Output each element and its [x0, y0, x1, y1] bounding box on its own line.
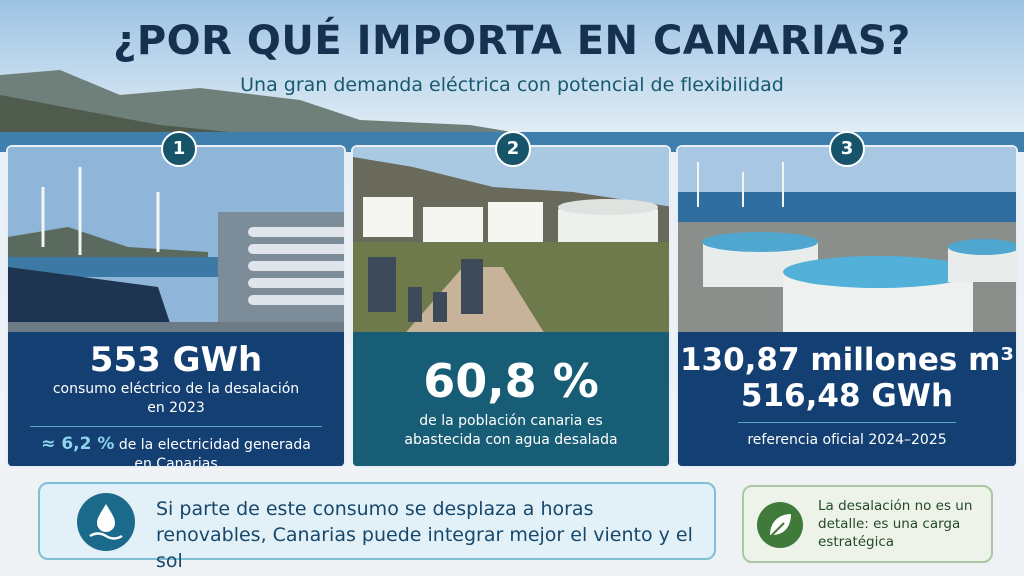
note: referencia oficial 2024–2025: [747, 432, 947, 448]
badge: 2: [495, 131, 531, 167]
card: 553 GWh consumo eléctrico de la desalaci…: [6, 145, 346, 468]
subtitle: Una gran demanda eléctrica con potencial…: [240, 74, 784, 96]
message: Si parte de este consumo se desplaza a h…: [156, 498, 693, 572]
headline-secondary: 516,48 GWh: [740, 378, 954, 414]
description: de la población canaria es abastecida co…: [404, 413, 618, 448]
note-text: de la electricidad generada en Canarias: [118, 437, 311, 468]
headline: 553 GWh: [89, 340, 263, 380]
water-tanks-image: [678, 147, 1016, 347]
headline: 60,8 %: [423, 354, 599, 408]
note-highlight: ≈ 6,2 %: [41, 434, 115, 454]
card: 130,87 millones m³ 516,48 GWh referencia…: [676, 145, 1018, 468]
headline: 130,87 millones m³: [679, 342, 1015, 378]
badge: 3: [829, 131, 865, 167]
title: ¿POR QUÉ IMPORTA EN CANARIAS?: [113, 18, 911, 64]
desalination-plant-image: [8, 147, 344, 347]
water-icon: [77, 493, 135, 551]
aside-text: La desalación no es un detalle: es una c…: [818, 498, 973, 550]
aside-box: La desalación no es un detalle: es una c…: [742, 485, 993, 563]
description: consumo eléctrico de la desalación en 20…: [52, 381, 300, 416]
message-box: Si parte de este consumo se desplaza a h…: [38, 482, 716, 572]
leaf-icon: [757, 502, 803, 548]
separator: [738, 422, 956, 423]
separator: [30, 426, 322, 427]
note: ≈ 6,2 % de la electricidad generada en C…: [8, 434, 344, 468]
badge: 1: [161, 131, 197, 167]
card: 60,8 % de la población canaria es abaste…: [351, 145, 671, 468]
town-image: [353, 147, 669, 347]
